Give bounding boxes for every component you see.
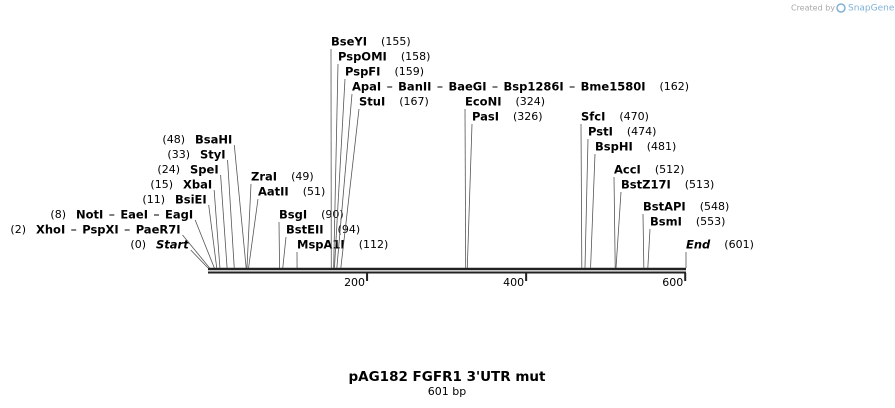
- brand: SnapGene: [848, 4, 895, 14]
- site-line: [642, 213, 645, 269]
- position-label: (155): [381, 35, 411, 48]
- site-line: [647, 228, 651, 269]
- position-label: (326): [513, 110, 543, 123]
- position-label: (324): [515, 95, 545, 108]
- enzyme-name: MspA1I: [297, 238, 345, 252]
- enzyme-name: Bme1580I: [581, 80, 646, 94]
- sites: 200 400 600 Start (0) XhoI PspXI PaeR7I (2) NotI E…: [10, 35, 753, 290]
- enzyme-name: PspOMI: [338, 50, 387, 64]
- length: 601 bp: [428, 385, 466, 398]
- site-line: [464, 108, 467, 269]
- enzyme-name: End: [686, 238, 711, 252]
- ruler-label: 400: [503, 276, 524, 289]
- enzyme-name: StuI: [359, 95, 385, 109]
- position-label: (553): [696, 215, 726, 228]
- site-line: [336, 93, 353, 269]
- enzyme-name: BsiEI: [175, 193, 207, 207]
- site-line: [584, 138, 589, 269]
- site-line: [590, 153, 596, 269]
- site-line: [182, 234, 210, 269]
- enzyme-name: PasI: [472, 110, 499, 124]
- enzyme-name: BseYI: [331, 35, 367, 49]
- site-line: [220, 174, 228, 269]
- enzyme-name: NotI: [76, 208, 103, 222]
- enzyme-name: XbaI: [183, 178, 212, 192]
- position-label: (48): [162, 133, 185, 146]
- position-label: (15): [150, 178, 173, 191]
- enzyme-name: SpeI: [190, 163, 219, 177]
- position-label: (90): [321, 208, 344, 221]
- position-label: (11): [142, 193, 165, 206]
- position-label: (24): [157, 163, 180, 176]
- site-line: [190, 249, 209, 269]
- site-line: [248, 198, 259, 269]
- site-line: [278, 221, 280, 269]
- ruler-label: 200: [344, 276, 365, 289]
- enzyme-name: Bsp1286I: [504, 80, 564, 94]
- position-label: (162): [659, 80, 689, 93]
- site-line: [340, 108, 360, 269]
- enzyme-name: ZraI: [251, 170, 277, 184]
- position-label: (49): [291, 170, 314, 183]
- position-label: (470): [619, 110, 649, 123]
- enzyme-name: BaeGI: [448, 80, 486, 94]
- position-label: (167): [399, 95, 429, 108]
- enzyme-name: XhoI: [36, 223, 65, 237]
- enzyme-name: BsgI: [279, 208, 307, 222]
- position-label: (512): [655, 163, 685, 176]
- enzyme-name: BstAPI: [643, 200, 686, 214]
- logo: [836, 3, 846, 13]
- site-line: [615, 191, 622, 269]
- position-label: (8): [50, 208, 66, 221]
- enzyme-name: BspHI: [595, 140, 633, 154]
- enzyme-name: EcoNI: [465, 95, 501, 109]
- position-label: (548): [700, 200, 730, 213]
- credit: Created by: [791, 4, 835, 13]
- position-label: (474): [627, 125, 657, 138]
- site-line: [334, 78, 346, 269]
- enzyme-name: BanII: [398, 80, 431, 94]
- enzyme-name: SfcI: [581, 110, 605, 124]
- enzyme-name: StyI: [200, 148, 226, 162]
- site-line: [194, 219, 215, 269]
- site-line: [233, 144, 247, 269]
- site-line: [466, 123, 473, 269]
- enzyme-name: PspFI: [345, 65, 380, 79]
- position-label: (0): [130, 238, 146, 251]
- enzyme-name: PaeR7I: [136, 223, 181, 237]
- site-line: [333, 63, 339, 269]
- position-label: (94): [338, 223, 361, 236]
- site-line: [208, 204, 218, 269]
- position-label: (481): [647, 140, 677, 153]
- site-line: [227, 159, 235, 269]
- title: pAG182 FGFR1 3'UTR mut: [348, 369, 546, 385]
- site-line: [282, 236, 287, 269]
- enzyme-name: BstEII: [286, 223, 324, 237]
- ruler-label: 600: [662, 276, 683, 289]
- enzyme-name: PspXI: [82, 223, 118, 237]
- site-line: [246, 183, 252, 269]
- position-label: (112): [359, 238, 389, 251]
- enzyme-name: EagI: [165, 208, 193, 222]
- enzyme-name: BsaHI: [195, 133, 232, 147]
- enzyme-name: BstZ17I: [621, 178, 671, 192]
- enzyme-name: AatII: [258, 185, 289, 199]
- enzyme-name: AccI: [614, 163, 641, 177]
- enzyme-name: EaeI: [120, 208, 148, 222]
- position-label: (159): [394, 65, 424, 78]
- enzyme-name: ApaI: [352, 80, 381, 94]
- enzyme-name: PstI: [588, 125, 613, 139]
- site-line: [213, 189, 221, 269]
- enzyme-name: BsmI: [650, 215, 682, 229]
- site-line: [613, 176, 616, 269]
- position-label: (51): [303, 185, 326, 198]
- position-label: (2): [10, 223, 26, 236]
- position-label: (513): [685, 178, 715, 191]
- position-label: (33): [167, 148, 190, 161]
- enzyme-name: Start: [156, 238, 189, 252]
- position-label: (158): [401, 50, 431, 63]
- position-label: (601): [724, 238, 754, 251]
- site-line: [580, 123, 583, 269]
